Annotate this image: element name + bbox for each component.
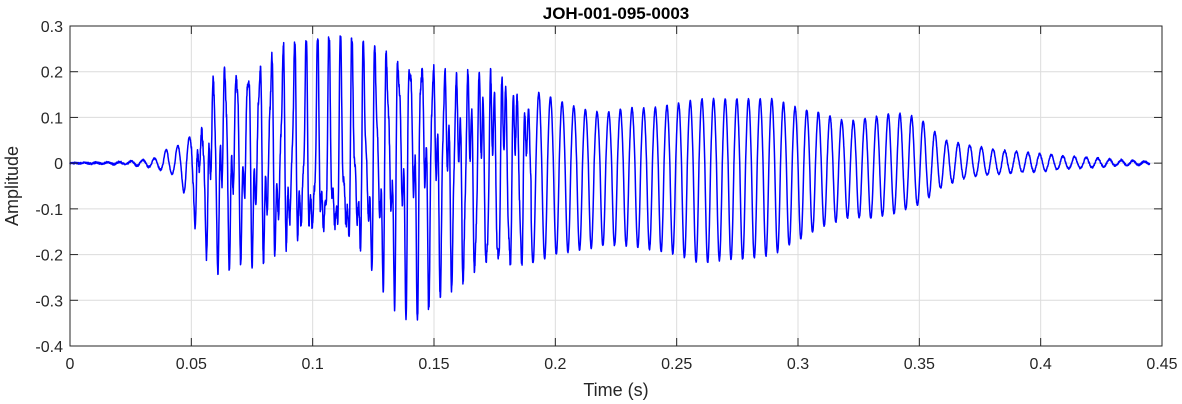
x-tick-label: 0.3 xyxy=(787,356,809,373)
chart-title: JOH-001-095-0003 xyxy=(543,4,689,23)
y-tick-label: -0.1 xyxy=(35,202,63,219)
y-tick-label: -0.2 xyxy=(35,248,63,265)
x-axis-label: Time (s) xyxy=(583,380,648,400)
x-tick-label: 0.4 xyxy=(1030,356,1052,373)
x-tick-label: 0.25 xyxy=(661,356,692,373)
waveform-series-line xyxy=(69,35,1151,321)
x-tick-label: 0.35 xyxy=(904,356,935,373)
y-tick-label: -0.3 xyxy=(35,293,63,310)
y-tick-label: 0.3 xyxy=(41,19,63,36)
x-tick-label: 0.1 xyxy=(302,356,324,373)
x-tick-label: 0.15 xyxy=(418,356,449,373)
y-axis-ticks: -0.4 -0.3 -0.2 -0.1 0 0.1 0.2 0.3 xyxy=(35,19,1162,356)
x-tick-label: 0.05 xyxy=(176,356,207,373)
y-axis-label: Amplitude xyxy=(2,146,22,226)
x-tick-label: 0 xyxy=(66,356,75,373)
x-tick-label: 0.2 xyxy=(544,356,566,373)
y-tick-label: -0.4 xyxy=(35,339,63,356)
y-tick-label: 0.1 xyxy=(41,110,63,127)
x-axis-ticks: 0 0.05 0.1 0.15 0.2 0.25 0.3 0.35 0.4 0.45 xyxy=(66,26,1178,373)
y-tick-label: 0 xyxy=(54,156,63,173)
plot-frame xyxy=(69,25,1163,347)
plot-background xyxy=(70,26,1162,346)
y-tick-label: 0.2 xyxy=(41,65,63,82)
x-tick-label: 0.45 xyxy=(1146,356,1177,373)
